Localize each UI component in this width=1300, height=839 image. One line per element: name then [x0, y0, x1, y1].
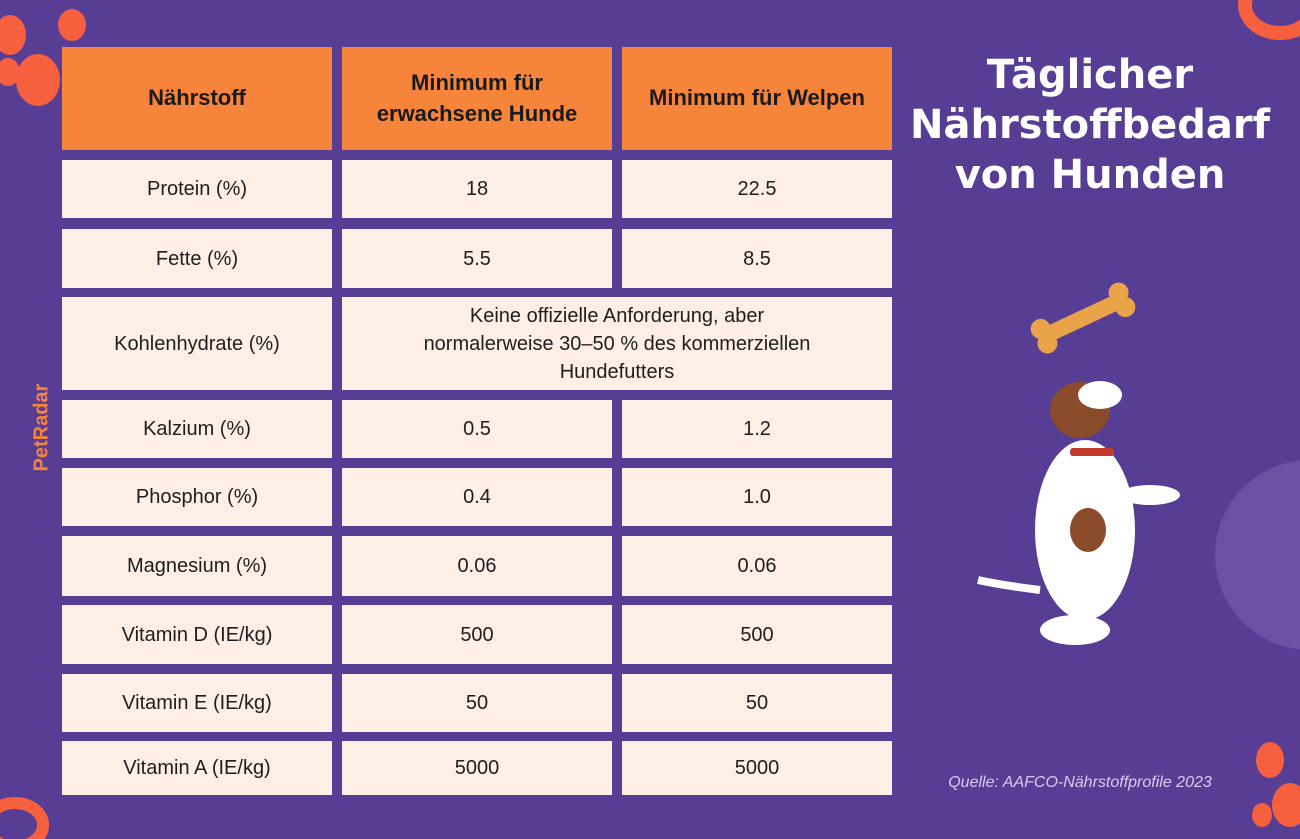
value-cell: 500 [622, 605, 892, 664]
value-cell: 0.06 [622, 536, 892, 596]
value-cell: 1.2 [622, 400, 892, 458]
row-label: Vitamin D (IE/kg) [62, 605, 332, 664]
value-cell: 0.4 [342, 468, 612, 526]
value-cell: 500 [342, 605, 612, 664]
title-line: Nährstoffbedarf [910, 102, 1270, 148]
row-label: Protein (%) [62, 160, 332, 218]
value-cell: 5.5 [342, 229, 612, 288]
brand-logo: PetRadar [30, 383, 53, 472]
row-label: Vitamin E (IE/kg) [62, 674, 332, 732]
value-cell: 1.0 [622, 468, 892, 526]
row-label: Kohlenhydrate (%) [62, 297, 332, 390]
title: Täglicher Nährstoffbedarf von Hunden [900, 50, 1280, 200]
row-label: Fette (%) [62, 229, 332, 288]
value-cell: 8.5 [622, 229, 892, 288]
row-label: Kalzium (%) [62, 400, 332, 458]
value-cell: 0.5 [342, 400, 612, 458]
value-cell: 50 [622, 674, 892, 732]
header-cell: Nährstoff [62, 47, 332, 150]
value-cell: 5000 [342, 741, 612, 795]
value-cell: 50 [342, 674, 612, 732]
row-label: Vitamin A (IE/kg) [62, 741, 332, 795]
row-label: Phosphor (%) [62, 468, 332, 526]
value-cell: 22.5 [622, 160, 892, 218]
header-cell: Minimum für erwachsene Hunde [342, 47, 612, 150]
title-line: Täglicher [986, 52, 1194, 98]
merged-cell: Keine offizielle Anforderung, aber norma… [342, 297, 892, 390]
value-cell: 0.06 [342, 536, 612, 596]
source-note: Quelle: AAFCO-Nährstoffprofile 2023 [948, 774, 1212, 791]
row-label: Magnesium (%) [62, 536, 332, 596]
header-cell: Minimum für Welpen [622, 47, 892, 150]
value-cell: 18 [342, 160, 612, 218]
value-cell: 5000 [622, 741, 892, 795]
title-line: von Hunden [954, 152, 1226, 198]
